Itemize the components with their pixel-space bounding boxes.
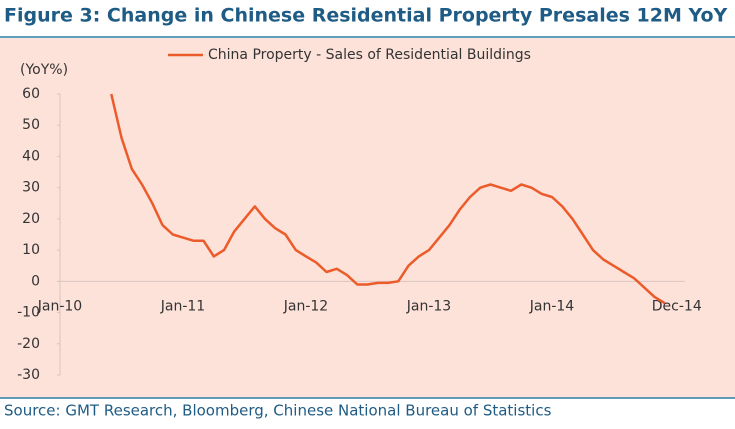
y-tick-label: -20 — [17, 336, 40, 352]
source: Source: GMT Research, Bloomberg, Chinese… — [4, 402, 552, 420]
x-tick-label: Jan-11 — [160, 298, 205, 314]
line-series — [110, 93, 666, 305]
y-tick-label: 20 — [22, 211, 40, 227]
y-tick-label: 0 — [31, 273, 40, 289]
y-tick-label: 10 — [22, 242, 40, 258]
x-tick-label: Jan-14 — [529, 298, 575, 314]
x-tick-label: Jan-13 — [406, 298, 451, 314]
y-tick-label: 50 — [22, 117, 40, 133]
x-tick-label: Jan-12 — [283, 298, 328, 314]
y-tick-label: -30 — [17, 367, 40, 383]
chart-title: Figure 3: Change in Chinese Residential … — [4, 5, 728, 27]
plot-background — [0, 38, 735, 398]
x-tick-label: Jan-10 — [37, 298, 82, 314]
y-tick-label: -10 — [17, 305, 40, 321]
y-axis-label: (YoY%) — [20, 62, 68, 78]
y-tick-label: 30 — [22, 180, 40, 196]
legend-label: China Property - Sales of Residential Bu… — [208, 47, 531, 63]
y-tick-label: 40 — [22, 148, 40, 164]
y-tick-label: 60 — [22, 86, 40, 102]
